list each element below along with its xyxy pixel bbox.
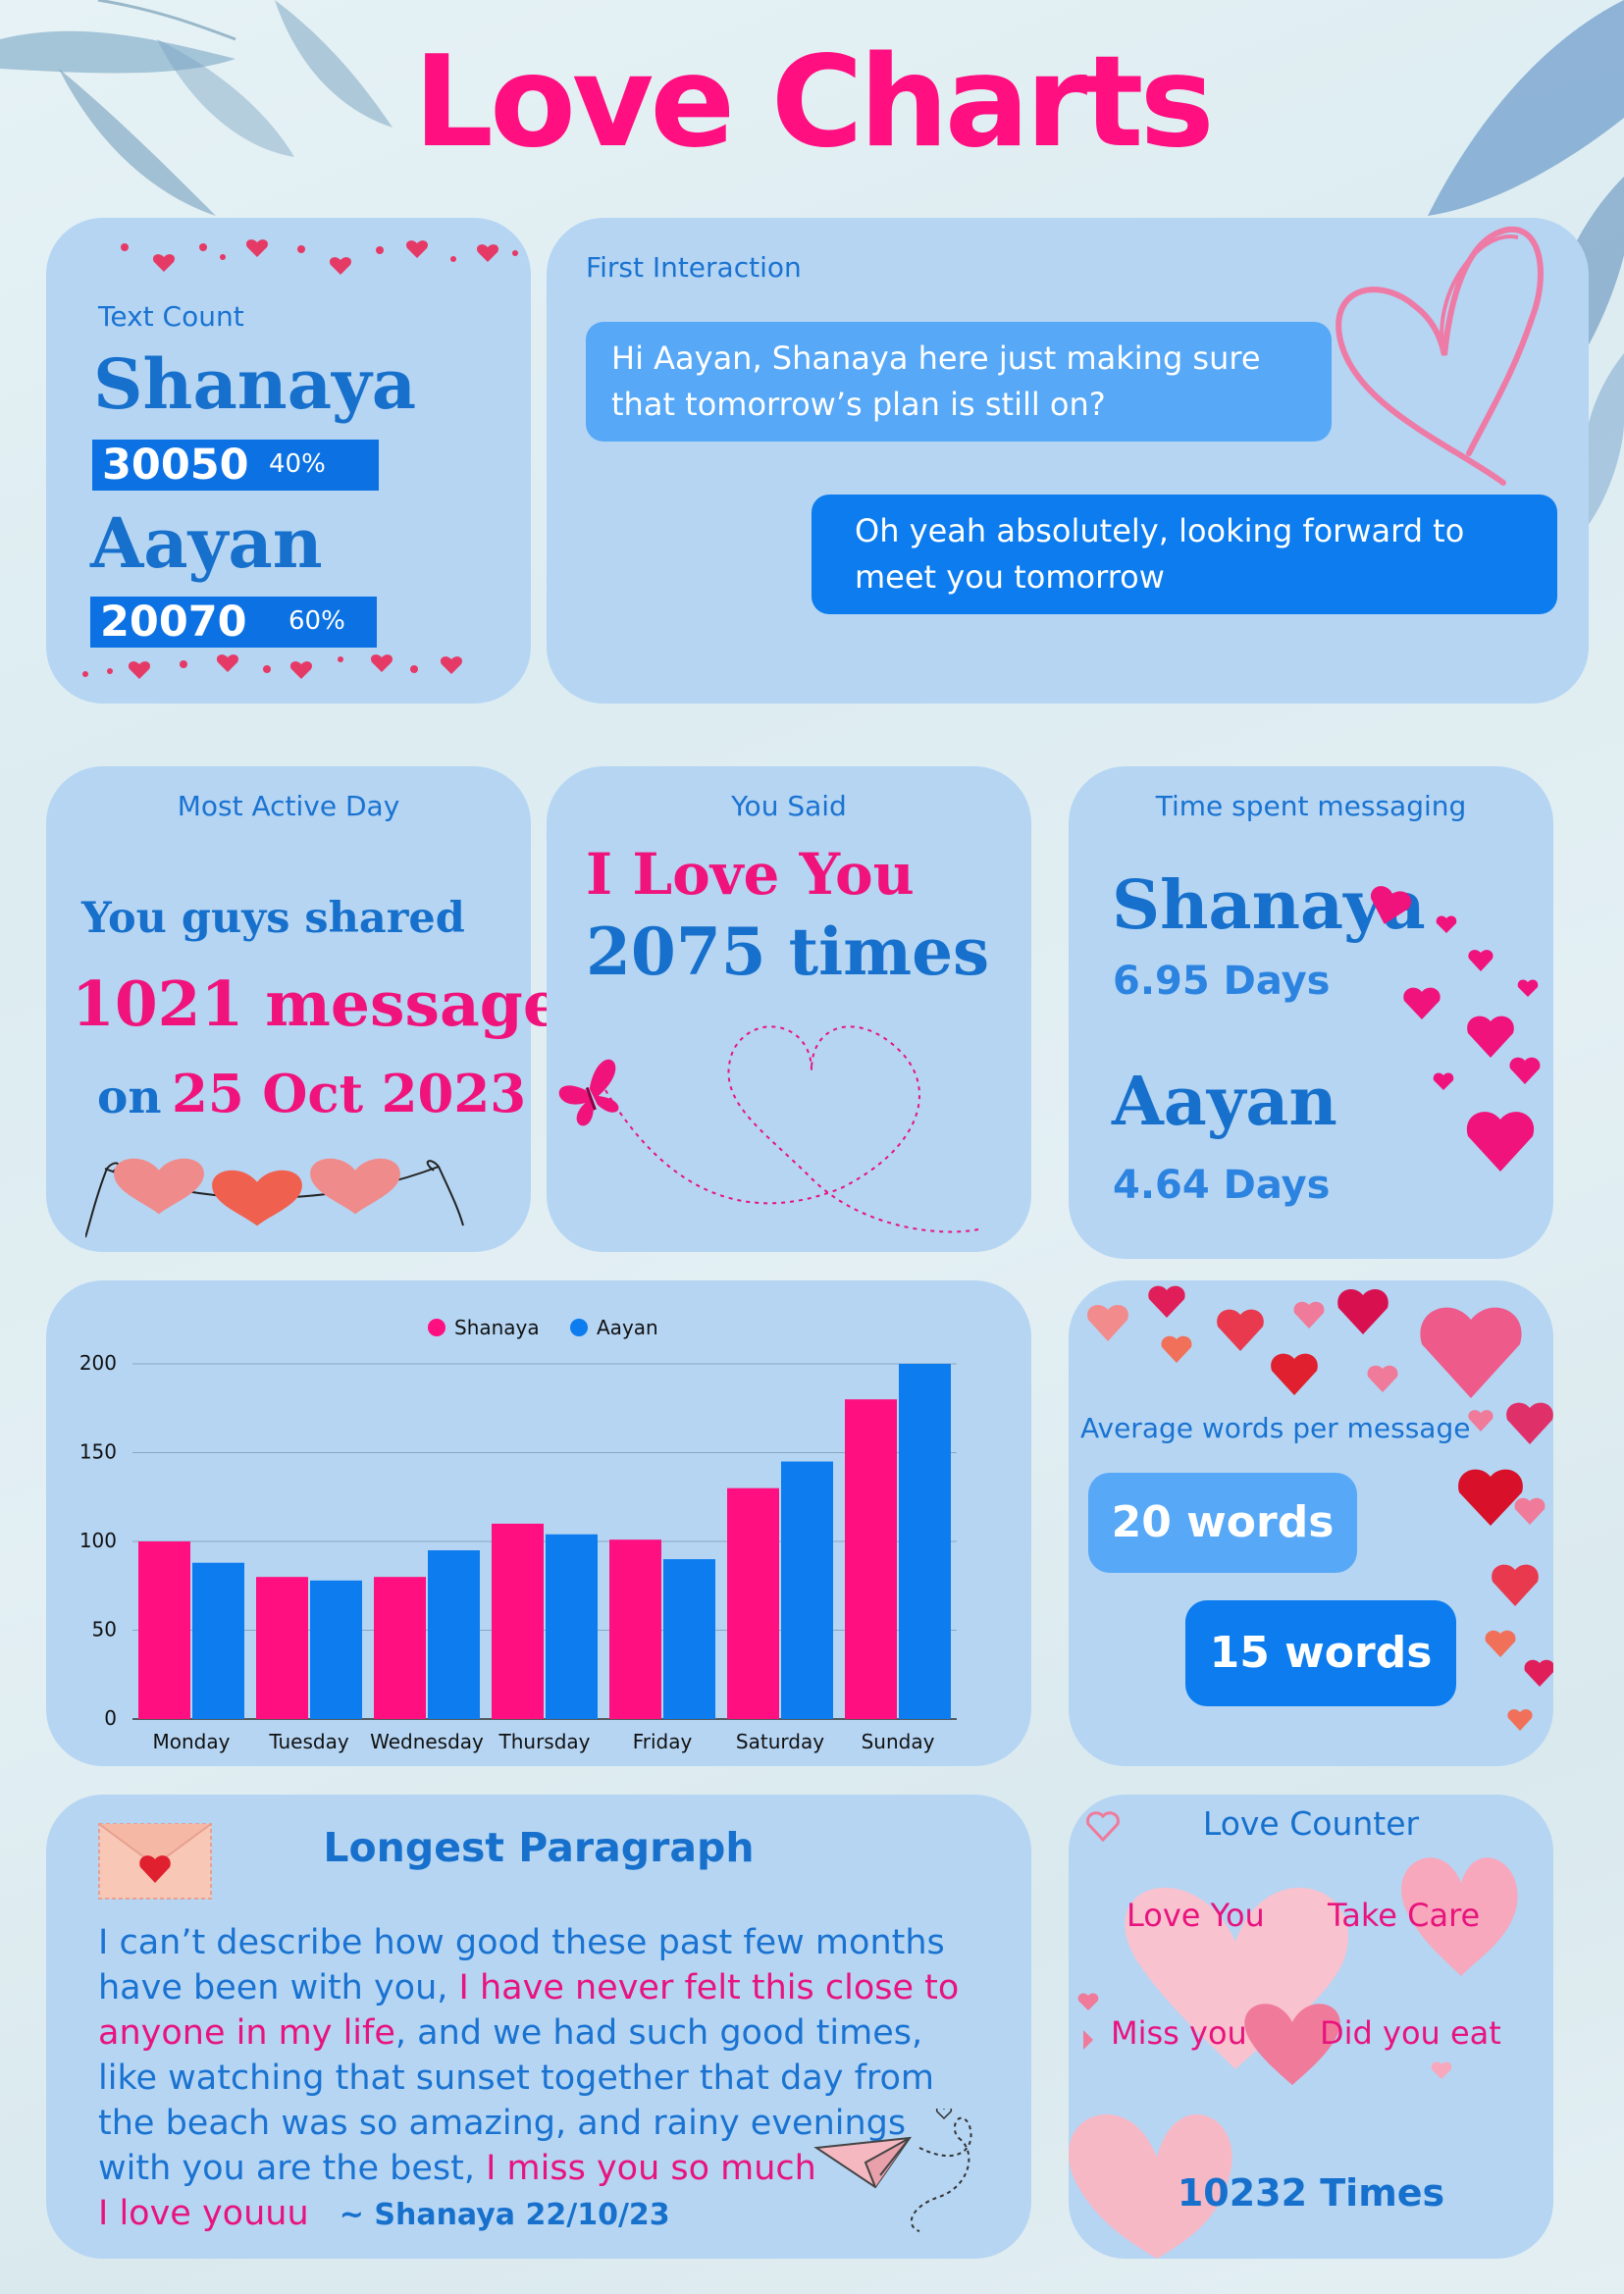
love-phrase-did-you-eat: Did you eat <box>1320 2014 1501 2052</box>
bar-shanaya <box>492 1523 544 1719</box>
messages-count: 1021 messages <box>72 967 598 1040</box>
hearts-garland-icon <box>82 654 462 679</box>
legend-marker <box>570 1319 588 1336</box>
bar-shanaya <box>138 1541 190 1719</box>
average-words-label: Average words per message <box>1080 1412 1471 1444</box>
falling-hearts-icon <box>1371 886 1541 1172</box>
love-letter-icon <box>98 1823 212 1900</box>
leaf-decoration-icon <box>0 0 393 216</box>
y-tick-label: 100 <box>79 1529 117 1552</box>
person1-count: 30050 <box>102 441 249 490</box>
most-active-day-label: Most Active Day <box>177 790 400 822</box>
text-count-card: Text Count Shanaya 30050 40% Aayan 20070… <box>46 218 531 704</box>
love-phrase-count: 2075 times <box>586 913 990 990</box>
average-words-card: Average words per message 20 words 15 wo… <box>1069 1280 1553 1766</box>
love-phrase: I Love You <box>586 841 915 908</box>
hearts-bunting-icon <box>85 1158 464 1238</box>
time-person2-name: Aayan <box>1112 1063 1337 1141</box>
x-tick-label: Friday <box>633 1730 693 1753</box>
bar-shanaya <box>727 1487 779 1719</box>
shared-line: You guys shared <box>81 894 465 943</box>
message-bubble-shanaya: Hi Aayan, Shanaya here just making sure … <box>586 322 1332 442</box>
y-tick-label: 50 <box>92 1618 117 1642</box>
love-counter-total: 10232 Times <box>1177 2171 1445 2215</box>
longest-paragraph-label: Longest Paragraph <box>323 1824 755 1871</box>
person2-count-bar: 20070 60% <box>90 597 377 648</box>
legend-label: Aayan <box>597 1316 658 1339</box>
legend-marker <box>428 1319 445 1336</box>
bar-aayan <box>899 1364 951 1719</box>
you-said-label: You Said <box>731 790 847 822</box>
bar-shanaya <box>845 1399 897 1719</box>
person1-average-words: 20 words <box>1088 1473 1357 1573</box>
longest-paragraph-card: Longest Paragraph I can’t describe how g… <box>46 1795 1031 2259</box>
legend-label: Shanaya <box>454 1316 540 1339</box>
longest-paragraph-text: I can’t describe how good these past few… <box>98 1920 986 2238</box>
y-tick-label: 150 <box>79 1440 117 1464</box>
hearts-garland-icon <box>121 239 518 275</box>
paragraph-highlight: I have never felt this close to anyone i… <box>98 1968 960 2053</box>
page-title: Love Charts <box>413 29 1214 176</box>
paragraph-segment: , and we had such good times, like watch… <box>98 2013 935 2188</box>
love-counter-label: Love Counter <box>1202 1804 1420 1843</box>
weekly-bar-chart: 0 50 100 150 200 Monday Tuesday Wednesday Thursd… <box>79 1316 957 1753</box>
bar-shanaya <box>256 1577 308 1719</box>
person2-name: Aayan <box>90 502 323 584</box>
paper-plane-icon <box>813 2109 972 2232</box>
x-tick-label: Tuesday <box>268 1730 349 1753</box>
most-active-day-card: Most Active Day You guys shared 1021 mes… <box>46 766 597 1252</box>
y-tick-label: 200 <box>79 1351 117 1375</box>
person2-count: 20070 <box>100 598 247 647</box>
message-bubble-aayan: Oh yeah absolutely, looking forward to m… <box>812 495 1557 614</box>
first-interaction-card: First Interaction Hi Aayan, Shanaya here… <box>547 218 1589 704</box>
love-phrase-love-you: Love You <box>1126 1897 1265 1934</box>
bar-aayan <box>192 1562 244 1719</box>
bar-shanaya <box>609 1539 661 1719</box>
time-person1-value: 6.95 Days <box>1113 959 1331 1004</box>
messages-chart-card: 0 50 100 150 200 Monday Tuesday Wednesday Thursd… <box>46 1280 1031 1766</box>
most-active-date: 25 Oct 2023 <box>172 1064 527 1124</box>
bar-aayan <box>663 1559 715 1719</box>
paragraph-signature: ~ Shanaya 22/10/23 <box>339 2198 670 2232</box>
love-phrase-miss-you: Miss you <box>1111 2014 1247 2052</box>
bar-aayan <box>310 1580 362 1719</box>
time-person1-name: Shanaya <box>1112 866 1426 945</box>
person1-percent: 40% <box>269 449 326 479</box>
bar-aayan <box>781 1461 833 1719</box>
paragraph-highlight: I love youuu <box>98 2194 309 2233</box>
first-interaction-label: First Interaction <box>586 251 802 284</box>
scattered-hearts-icon <box>1087 1285 1553 1731</box>
love-counter-hearts-icon <box>1069 1811 1518 2259</box>
heart-doodle-icon <box>1336 226 1544 486</box>
person1-count-bar: 30050 40% <box>92 440 379 491</box>
x-tick-label: Thursday <box>498 1730 591 1753</box>
paragraph-highlight: I miss you so much <box>486 2149 816 2188</box>
on-label: on <box>97 1070 162 1124</box>
x-tick-label: Sunday <box>862 1730 935 1753</box>
person1-name: Shanaya <box>93 343 417 425</box>
time-person2-value: 4.64 Days <box>1113 1163 1331 1208</box>
x-tick-label: Monday <box>153 1730 231 1753</box>
person2-percent: 60% <box>288 606 345 636</box>
you-said-card: You Said I Love You 2075 times <box>547 766 1031 1252</box>
paragraph-segment: I can’t describe how good these past few… <box>98 1923 945 2007</box>
person2-average-words: 15 words <box>1185 1600 1456 1706</box>
x-tick-label: Wednesday <box>370 1730 484 1753</box>
butterfly-heart-doodle-icon <box>558 1025 979 1233</box>
time-spent-label: Time spent messaging <box>1155 790 1467 822</box>
y-tick-label: 0 <box>104 1706 117 1730</box>
text-count-label: Text Count <box>98 300 244 333</box>
x-tick-label: Saturday <box>736 1730 824 1753</box>
bar-shanaya <box>374 1577 426 1719</box>
time-spent-card: Time spent messaging Shanaya 6.95 Days A… <box>1069 766 1553 1259</box>
love-phrase-take-care: Take Care <box>1328 1897 1481 1934</box>
bar-aayan <box>546 1534 598 1719</box>
love-counter-card: Love Counter Love You Take Care Miss you… <box>1069 1795 1553 2259</box>
bar-aayan <box>428 1550 480 1719</box>
